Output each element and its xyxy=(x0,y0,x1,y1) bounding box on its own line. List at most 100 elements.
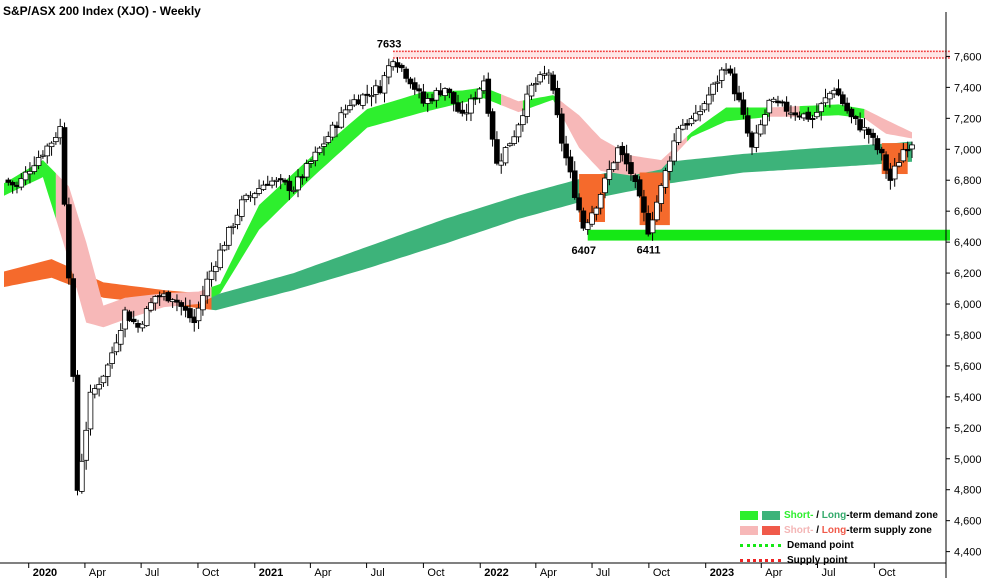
candle-down xyxy=(187,308,193,319)
x-tick-label: Jul xyxy=(145,567,159,578)
short-term-zone-demand-band xyxy=(522,95,558,111)
candle-down xyxy=(632,175,639,183)
candle-down xyxy=(874,138,881,151)
candle-up xyxy=(533,83,539,86)
candle-up xyxy=(321,143,327,147)
candle-up xyxy=(675,127,682,143)
candle-up xyxy=(671,140,677,162)
candle-down xyxy=(623,153,630,165)
x-tick-label: Jul xyxy=(821,567,835,578)
candle-up xyxy=(766,99,773,114)
candle-layer xyxy=(5,57,915,496)
candle-up xyxy=(44,145,51,157)
candle-down xyxy=(744,115,751,134)
y-tick-label: 6,200 xyxy=(954,268,982,280)
candle-down xyxy=(277,178,284,181)
candle-down xyxy=(727,68,734,74)
candle-up xyxy=(113,342,120,353)
candle-up xyxy=(511,136,518,144)
candle-down xyxy=(840,94,846,105)
candle-down xyxy=(126,311,133,321)
candle-down xyxy=(459,109,466,114)
short-term-zone-supply-band xyxy=(864,109,912,139)
candle-up xyxy=(649,219,656,234)
support-resistance-layer xyxy=(393,50,951,241)
candle-up xyxy=(710,83,716,95)
candle-up xyxy=(701,103,708,111)
long-term-zone-demand-band xyxy=(211,141,912,311)
candle-down xyxy=(835,88,842,96)
long-demand-swatch xyxy=(762,511,780,520)
axes-layer: 4,400 4,600 4,800 5,000 5,200 5,400 5,600 5,800… xyxy=(0,12,982,578)
candle-up xyxy=(83,429,89,461)
candle-down xyxy=(403,68,409,79)
annotation-label: 7633 xyxy=(377,38,401,50)
candle-up xyxy=(290,189,297,192)
y-tick-label: 7,600 xyxy=(954,51,982,63)
candle-up xyxy=(200,294,206,311)
candle-up xyxy=(87,391,94,430)
candle-down xyxy=(485,78,492,114)
candle-down xyxy=(844,102,850,112)
y-tick-label: 5,000 xyxy=(954,454,982,466)
candle-up xyxy=(226,227,232,246)
x-tick-label: Apr xyxy=(540,567,557,578)
candle-up xyxy=(818,103,824,113)
candle-down xyxy=(130,318,137,323)
candle-up xyxy=(221,244,228,251)
candle-up xyxy=(230,225,236,228)
candle-down xyxy=(286,180,293,192)
demand-point-swatch xyxy=(740,544,781,547)
y-tick-label: 6,600 xyxy=(954,206,982,218)
candle-up xyxy=(329,124,336,138)
candle-down xyxy=(174,299,180,303)
candle-up xyxy=(688,118,695,125)
supply-point-swatch xyxy=(740,559,781,562)
candle-up xyxy=(325,136,332,143)
candle-down xyxy=(563,143,569,159)
x-tick-label: 2021 xyxy=(259,567,283,578)
x-tick-label: Jul xyxy=(596,567,610,578)
candle-up xyxy=(303,163,310,178)
candle-up xyxy=(597,194,604,209)
candle-down xyxy=(684,123,690,126)
x-tick-label: Oct xyxy=(427,567,444,578)
x-tick-label: Apr xyxy=(314,567,331,578)
demand-point-band xyxy=(587,229,950,241)
candle-up xyxy=(48,142,55,148)
candle-down xyxy=(420,91,427,104)
x-tick-label: Oct xyxy=(653,567,670,578)
candle-up xyxy=(256,188,262,194)
candle-up xyxy=(602,177,608,194)
legend-supply-point-label: Supply point xyxy=(787,555,848,566)
candle-up xyxy=(546,72,552,76)
candle-down xyxy=(783,101,790,112)
candle-up xyxy=(680,124,686,130)
candle-down xyxy=(636,179,643,197)
candle-down xyxy=(66,204,72,279)
short-supply-swatch xyxy=(740,526,758,535)
candle-up xyxy=(386,65,392,78)
candle-up xyxy=(53,137,59,143)
candle-up xyxy=(827,92,833,100)
legend-demand-zone: Short- / Long -term demand zone xyxy=(740,508,938,523)
legend-supply-point: Supply point xyxy=(740,553,938,568)
x-tick-label: Apr xyxy=(89,567,106,578)
candle-down xyxy=(364,93,370,96)
candle-up xyxy=(610,162,617,170)
candle-up xyxy=(22,171,29,181)
y-tick-label: 6,000 xyxy=(954,299,982,311)
candle-down xyxy=(455,102,461,112)
candle-up xyxy=(109,352,115,364)
candle-up xyxy=(714,81,721,84)
candle-down xyxy=(394,62,401,68)
legend-supply-zone: Short- / Long -term supply zone xyxy=(740,523,938,538)
candle-down xyxy=(809,117,816,120)
candle-up xyxy=(589,212,595,225)
candle-down xyxy=(416,88,422,92)
candle-up xyxy=(381,75,388,94)
chart-title: S&P/ASX 200 Index (XJO) - Weekly xyxy=(3,4,201,18)
candle-up xyxy=(697,111,703,116)
x-tick-label: Jul xyxy=(371,567,385,578)
